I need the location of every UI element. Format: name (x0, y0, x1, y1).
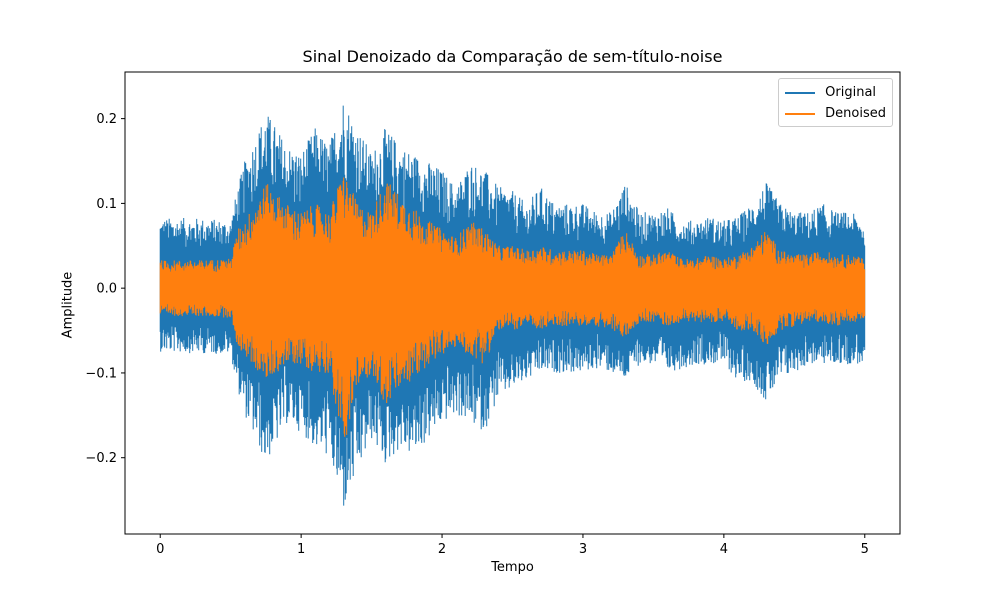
series-line-denoised (159, 177, 866, 437)
x-tick-label: 1 (297, 542, 305, 557)
y-tick-label: 0.2 (96, 112, 117, 127)
y-tick-label: 0.1 (96, 197, 117, 212)
y-axis-label: Amplitude (60, 271, 76, 339)
x-tick-label: 0 (156, 542, 164, 557)
legend-swatch-denoised (785, 112, 816, 115)
legend: Original Denoised (778, 78, 893, 127)
series-layer (159, 105, 866, 506)
x-axis-label: Tempo (491, 560, 534, 575)
chart-title: Sinal Denoizado da Comparação de sem-tít… (302, 47, 723, 66)
legend-swatch-original (785, 91, 816, 94)
series-denoised (159, 177, 866, 437)
x-tick-label: 2 (438, 542, 446, 557)
legend-item-original: Original (785, 82, 886, 103)
y-axis: −0.2 −0.1 0.0 0.1 0.2 (85, 112, 125, 466)
x-tick-label: 4 (720, 542, 728, 557)
y-tick-label: −0.1 (85, 366, 117, 381)
legend-label-original: Original (825, 85, 877, 100)
legend-label-denoised: Denoised (825, 106, 886, 121)
y-tick-label: 0.0 (96, 282, 117, 297)
x-tick-label: 3 (579, 542, 587, 557)
y-tick-label: −0.2 (85, 451, 117, 466)
x-axis: 0 1 2 3 4 5 (156, 534, 869, 557)
plot-frame (124, 71, 901, 535)
legend-item-denoised: Denoised (785, 103, 886, 124)
x-tick-label: 5 (861, 542, 869, 557)
